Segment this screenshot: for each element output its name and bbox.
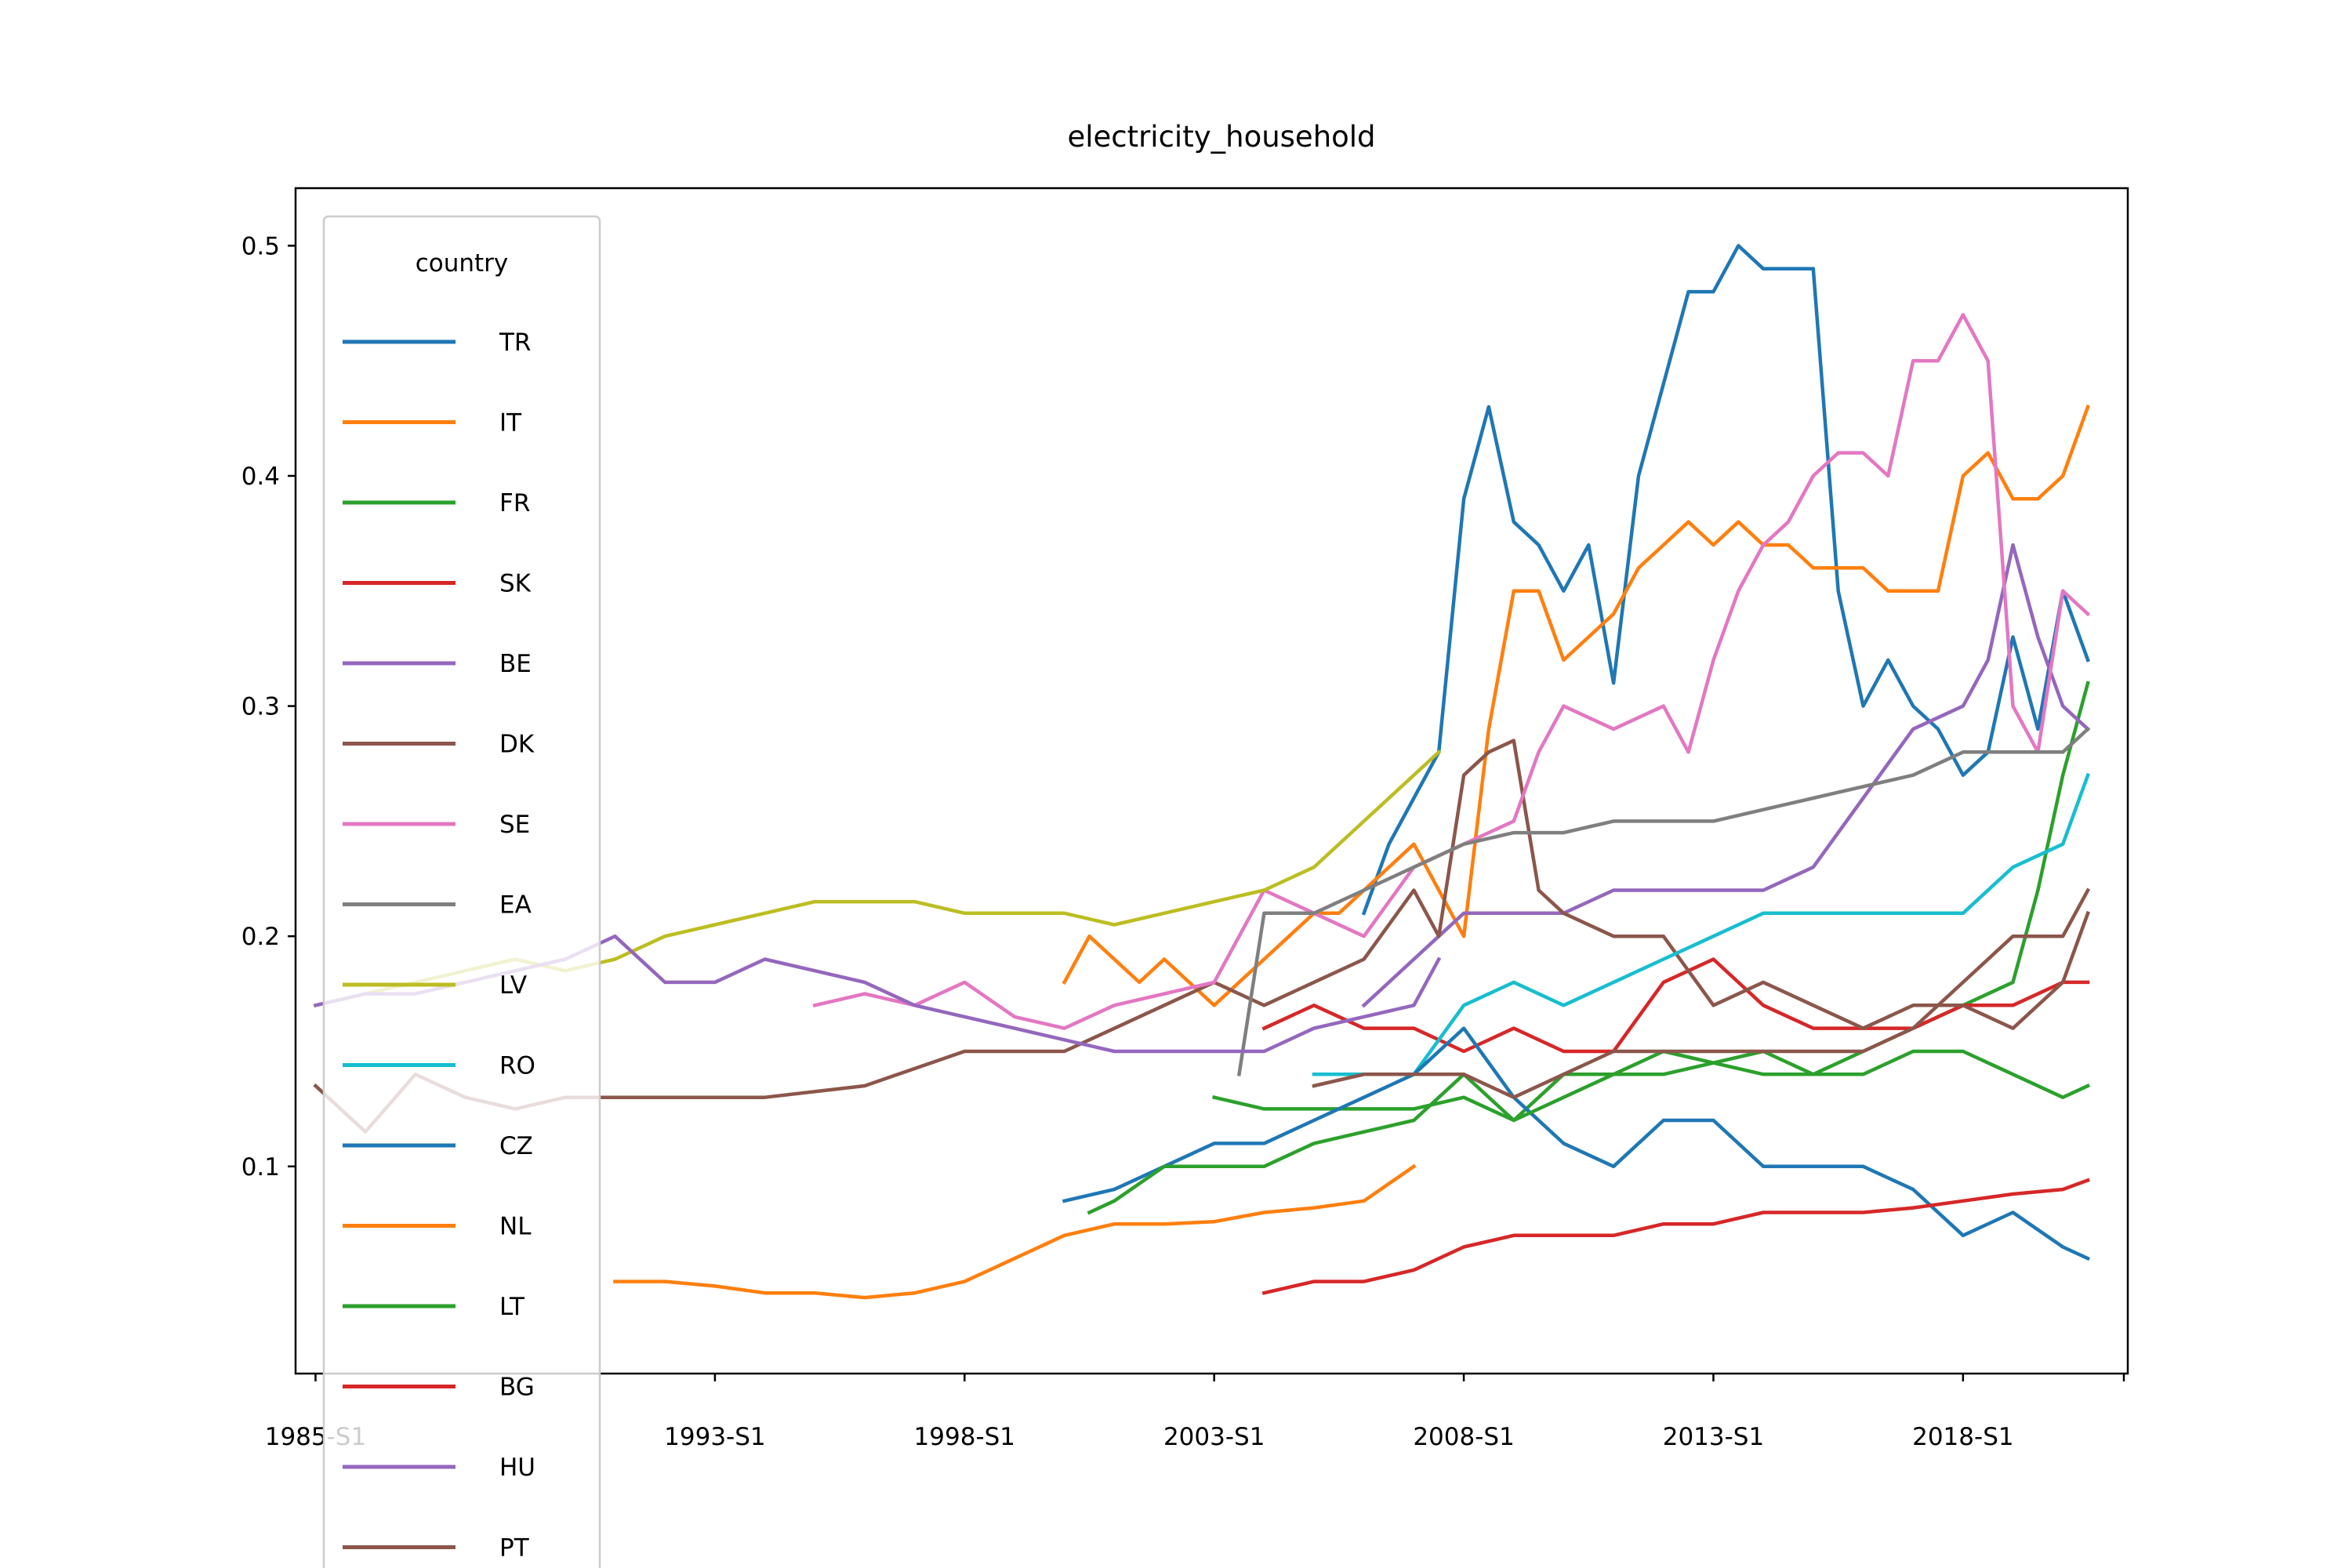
legend-entry-bg: BG: [343, 1374, 535, 1402]
y-tick-label: 0.4: [241, 463, 280, 491]
legend-label: BE: [499, 650, 532, 678]
legend-label: SE: [499, 811, 530, 839]
legend-label: LV: [499, 971, 527, 1000]
series-line-bg: [1261, 1178, 2090, 1295]
series-line-be: [1361, 543, 2091, 1008]
legend-box: [322, 215, 601, 1568]
legend-label: HU: [499, 1454, 535, 1482]
legend-label: FR: [499, 489, 530, 517]
legend-entry-ea: EA: [343, 891, 532, 920]
series-line-dk: [313, 739, 2090, 1134]
legend-entry-nl: NL: [343, 1213, 532, 1241]
legend-entry-ro: RO: [343, 1052, 535, 1080]
plot-area-frame: [294, 187, 2129, 1375]
legend-label: DK: [499, 731, 535, 759]
legend-label: RO: [499, 1052, 535, 1080]
legend-entry-hu: HU: [343, 1454, 535, 1482]
legend-entry-it: IT: [343, 409, 522, 437]
plot-lines: [313, 244, 2091, 1300]
legend-entry-fr: FR: [343, 489, 530, 517]
series-line-lt: [1087, 1049, 2091, 1215]
legend-title: country: [416, 249, 509, 278]
chart-title: electricity_household: [1067, 120, 1375, 154]
legend-entry-sk: SK: [343, 570, 532, 598]
y-tick-label: 0.5: [241, 232, 280, 260]
series-line-tr: [1361, 244, 2090, 916]
legend-label: SK: [499, 570, 532, 598]
legend-entry-tr: TR: [343, 328, 531, 357]
x-tick-label: 2008-S1: [1413, 1423, 1514, 1451]
legend-entry-dk: DK: [343, 731, 535, 759]
legend-label: IT: [499, 409, 522, 437]
series-line-ea: [1236, 726, 2091, 1076]
legend-label: LT: [499, 1293, 525, 1321]
x-tick-label: 1998-S1: [914, 1423, 1015, 1451]
legend-label: BG: [499, 1374, 535, 1402]
y-axis: 0.1 0.2 0.3 0.4 0.5: [241, 232, 296, 1181]
y-tick-label: 0.3: [241, 693, 280, 721]
legend-entry-pt: PT: [343, 1534, 530, 1563]
series-line-se: [812, 313, 2091, 1030]
legend-entry-lt: LT: [343, 1293, 525, 1321]
y-tick-label: 0.2: [241, 923, 280, 951]
legend-entry-se: SE: [343, 811, 530, 839]
x-tick-label: 1993-S1: [664, 1423, 765, 1451]
legend-entries: TR IT FR SK BE DK SE EA LV RO CZ NL LT BG HU PT: [343, 328, 535, 1563]
series-line-ro: [1312, 772, 2090, 1076]
legend-entry-cz: CZ: [343, 1132, 533, 1160]
legend: country TR IT FR SK BE DK SE EA LV RO CZ NL LT BG HU PT: [322, 215, 601, 1568]
legend-label: NL: [499, 1213, 532, 1241]
legend-label: EA: [499, 891, 532, 920]
series-line-fr: [1212, 681, 2090, 1123]
x-tick-label: 2003-S1: [1163, 1423, 1265, 1451]
x-tick-label: 2013-S1: [1663, 1423, 1764, 1451]
legend-entry-lv: LV: [343, 971, 527, 1000]
series-line-nl: [613, 1163, 1417, 1300]
x-tick-label: 2018-S1: [1912, 1423, 2013, 1451]
legend-label: PT: [499, 1534, 530, 1563]
series-line-pt: [1312, 887, 2091, 1099]
y-tick-label: 0.1: [241, 1153, 280, 1181]
legend-label: CZ: [499, 1132, 533, 1160]
legend-entry-be: BE: [343, 650, 532, 678]
legend-label: TR: [499, 328, 531, 357]
series-line-it: [1062, 405, 2090, 1007]
series-line-cz: [1062, 1026, 2091, 1261]
